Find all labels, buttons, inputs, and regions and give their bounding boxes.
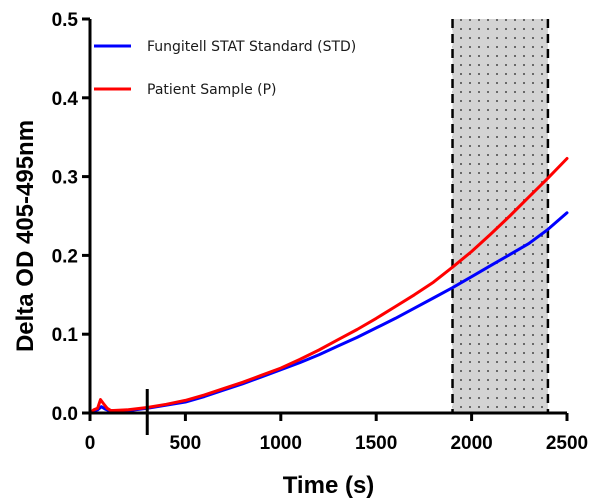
legend-label-standard: Fungitell STAT Standard (STD) <box>147 39 356 55</box>
legend: Fungitell STAT Standard (STD) Patient Sa… <box>94 39 356 98</box>
x-tick-label: 2000 <box>450 433 492 454</box>
x-tick-label: 2500 <box>546 433 588 454</box>
x-axis-title: Time (s) <box>283 472 375 499</box>
y-axis-title: Delta OD 405-495nm <box>12 120 39 352</box>
y-axis-ticks: 0.0 0.1 0.2 0.3 0.4 0.5 <box>52 10 90 425</box>
legend-label-patient: Patient Sample (P) <box>147 82 277 98</box>
axes <box>88 19 567 435</box>
y-tick-label: 0.1 <box>52 325 79 346</box>
x-tick-label: 0 <box>85 433 96 454</box>
y-tick-label: 0.2 <box>52 246 78 267</box>
x-tick-label: 1000 <box>260 433 302 454</box>
y-tick-label: 0.3 <box>52 168 78 189</box>
y-tick-label: 0.5 <box>52 10 79 31</box>
x-tick-label: 1500 <box>355 433 397 454</box>
x-tick-label: 500 <box>170 433 202 454</box>
y-tick-label: 0.4 <box>52 89 79 110</box>
series-layer <box>88 157 569 415</box>
y-tick-label: 0.0 <box>52 404 78 425</box>
shaded-region-dots <box>452 19 548 413</box>
x-axis-ticks: 0 500 1000 1500 2000 2500 <box>85 413 588 454</box>
shaded-time-window <box>451 19 550 413</box>
series-line-1 <box>88 157 569 415</box>
